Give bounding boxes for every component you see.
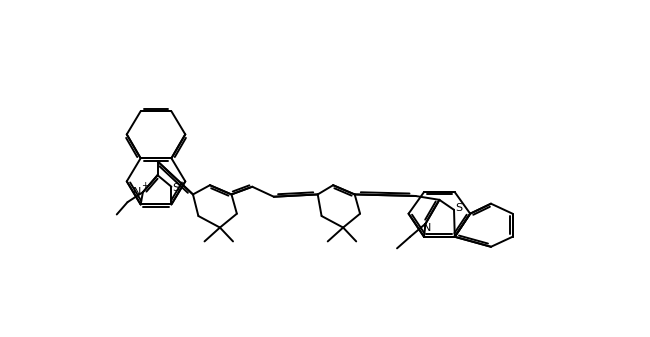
- Text: N: N: [423, 222, 431, 233]
- Text: S: S: [172, 183, 179, 192]
- Text: S: S: [455, 203, 462, 213]
- Text: +: +: [140, 181, 148, 190]
- Text: N: N: [133, 187, 141, 197]
